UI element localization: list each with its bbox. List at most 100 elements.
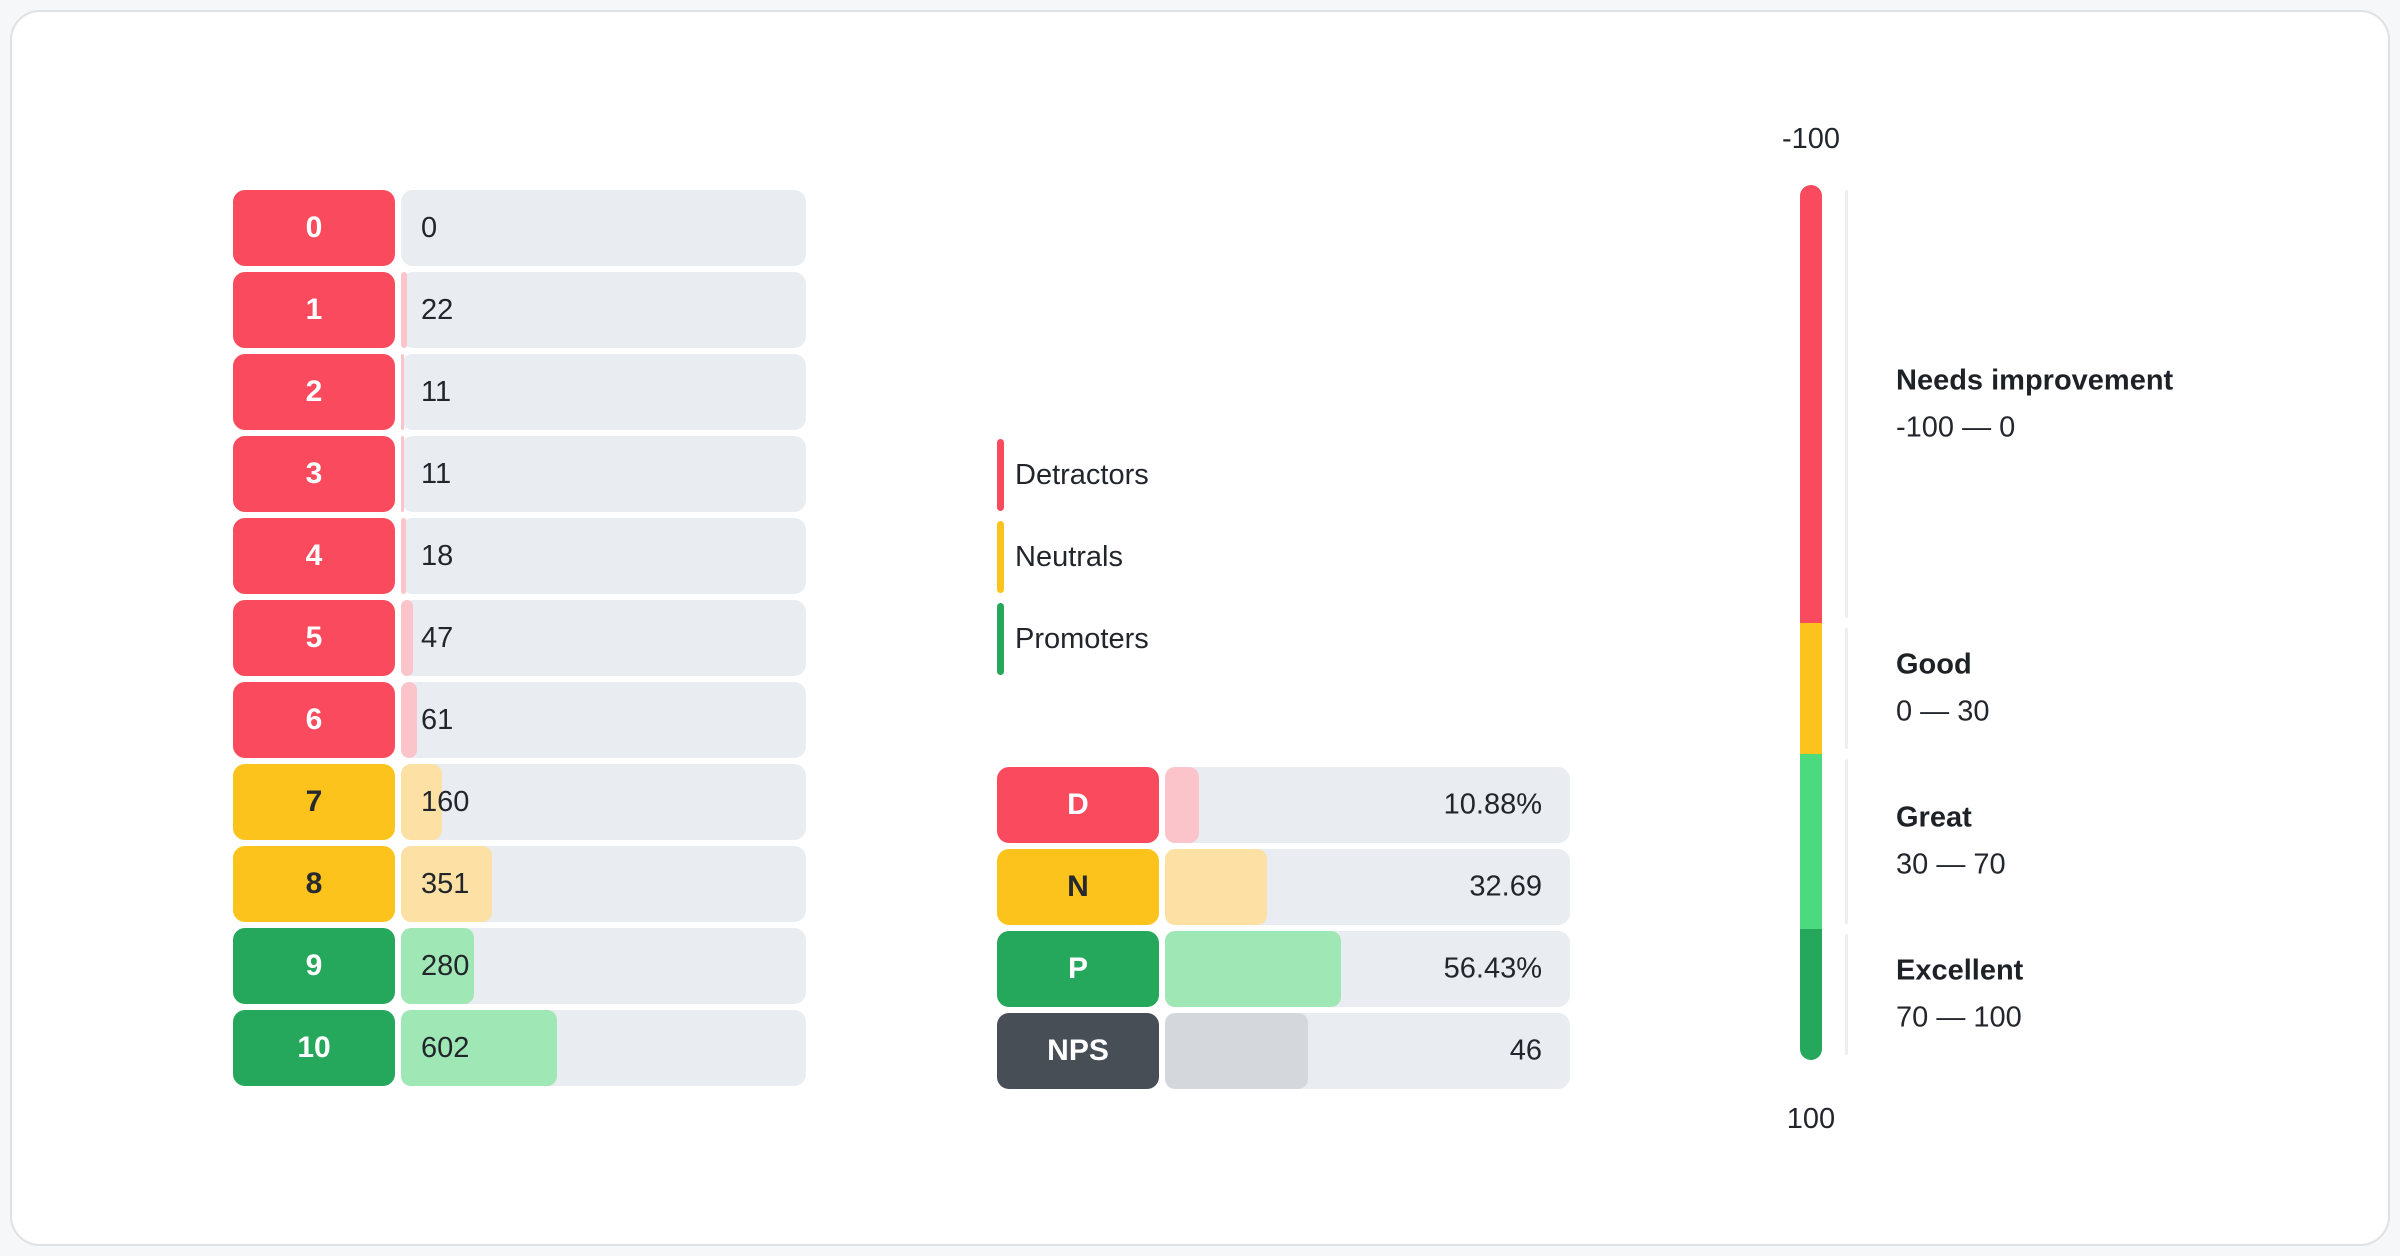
legend-label: Neutrals [1015, 540, 1123, 573]
summary-badge: NPS [997, 1013, 1159, 1089]
summary-badge: P [997, 931, 1159, 1007]
detractors-color-bar [997, 439, 1004, 511]
score-count: 18 [421, 539, 454, 572]
summary-track: 46 [1165, 1013, 1570, 1089]
score-badge: 1 [233, 272, 395, 348]
summary-fill [1165, 767, 1199, 843]
summary-badge: N [997, 849, 1159, 925]
gauge-segment-0 [1800, 185, 1822, 623]
summary-value: 46 [1509, 1034, 1542, 1067]
score-count: 280 [421, 949, 470, 982]
score-row-8[interactable]: 8 351 [233, 846, 806, 922]
score-count: 61 [421, 703, 454, 736]
score-row-7[interactable]: 7 160 [233, 764, 806, 840]
summary-track: 10.88% [1165, 767, 1570, 843]
summary-fill [1165, 1013, 1309, 1089]
gauge-section-needs-improvement: Needs improvement -100 — 0 [1896, 364, 2173, 443]
section-range: 70 — 100 [1896, 1001, 2022, 1034]
score-track: 0 [401, 190, 806, 266]
score-track: 61 [401, 682, 806, 758]
summary-value: 56.43% [1443, 952, 1542, 985]
gauge-min-label: -100 [1781, 123, 1841, 155]
legend-item-detractors[interactable]: Detractors [997, 439, 1149, 511]
score-fill [401, 764, 443, 840]
score-track: 18 [401, 518, 806, 594]
score-count: 11 [421, 375, 452, 408]
gauge-axis-segment-2 [1845, 758, 1848, 924]
score-row-0[interactable]: 0 0 [233, 190, 806, 266]
summary-row-nps[interactable]: NPS 46 [997, 1013, 1570, 1089]
score-fill [401, 518, 406, 594]
score-track: 11 [401, 354, 806, 430]
score-badge: 5 [233, 600, 395, 676]
section-title: Excellent [1896, 954, 2024, 987]
gauge-section-great: Great 30 — 70 [1896, 802, 2006, 881]
legend: Detractors Neutrals Promoters [997, 439, 1149, 685]
score-row-4[interactable]: 4 18 [233, 518, 806, 594]
summary-fill [1165, 931, 1341, 1007]
score-track: 11 [401, 436, 806, 512]
score-count: 351 [421, 867, 470, 900]
score-track: 22 [401, 272, 806, 348]
score-badge: 3 [233, 436, 395, 512]
gauge-section-good: Good 0 — 30 [1896, 649, 1990, 728]
score-count: 602 [421, 1031, 470, 1064]
score-fill [401, 928, 474, 1004]
score-row-10[interactable]: 10 602 [233, 1010, 806, 1086]
score-fill [401, 354, 404, 430]
gauge-segment-2 [1800, 753, 1822, 929]
gauge-axis-segment-0 [1845, 190, 1848, 618]
score-badge: 2 [233, 354, 395, 430]
score-row-3[interactable]: 3 11 [233, 436, 806, 512]
score-count: 47 [421, 621, 454, 654]
section-title: Needs improvement [1896, 364, 2174, 397]
score-badge: 8 [233, 846, 395, 922]
section-range: 0 — 30 [1896, 695, 1990, 728]
summary-row-neutrals[interactable]: N 32.69 [997, 849, 1570, 925]
score-row-5[interactable]: 5 47 [233, 600, 806, 676]
section-range: 30 — 70 [1896, 848, 2006, 881]
promoters-color-bar [997, 603, 1004, 675]
summary-track: 32.69 [1165, 849, 1570, 925]
score-badge: 7 [233, 764, 395, 840]
summary-row-promoters[interactable]: P 56.43% [997, 931, 1570, 1007]
score-count: 0 [421, 211, 438, 244]
score-track: 351 [401, 846, 806, 922]
score-track: 160 [401, 764, 806, 840]
score-track: 280 [401, 928, 806, 1004]
score-track: 602 [401, 1010, 806, 1086]
gauge-segment-1 [1800, 622, 1822, 754]
gauge-axis-segment-3 [1845, 933, 1848, 1055]
score-count: 160 [421, 785, 470, 818]
summary-fill [1165, 849, 1267, 925]
score-count: 22 [421, 293, 454, 326]
score-track: 47 [401, 600, 806, 676]
score-row-2[interactable]: 2 11 [233, 354, 806, 430]
legend-label: Promoters [1015, 622, 1149, 655]
summary-row-detractors[interactable]: D 10.88% [997, 767, 1570, 843]
summary-value: 10.88% [1443, 788, 1542, 821]
score-fill [401, 272, 407, 348]
nps-gauge-bar [1800, 185, 1822, 1060]
score-fill [401, 1010, 557, 1086]
score-row-1[interactable]: 1 22 [233, 272, 806, 348]
score-fill [401, 600, 414, 676]
score-row-6[interactable]: 6 61 [233, 682, 806, 758]
legend-item-neutrals[interactable]: Neutrals [997, 521, 1149, 593]
summary-track: 56.43% [1165, 931, 1570, 1007]
score-fill [401, 436, 404, 512]
score-badge: 4 [233, 518, 395, 594]
score-fill [401, 682, 417, 758]
score-row-9[interactable]: 9 280 [233, 928, 806, 1004]
legend-item-promoters[interactable]: Promoters [997, 603, 1149, 675]
score-badge: 0 [233, 190, 395, 266]
neutrals-color-bar [997, 521, 1004, 593]
gauge-segment-3 [1800, 928, 1822, 1060]
summary-value: 32.69 [1469, 870, 1542, 903]
score-count: 11 [421, 457, 452, 490]
score-distribution-chart: 0 0 1 22 2 11 3 11 [233, 190, 806, 1092]
section-range: -100 — 0 [1896, 411, 2016, 444]
score-fill [401, 846, 492, 922]
gauge-axis-segment-1 [1845, 627, 1848, 749]
